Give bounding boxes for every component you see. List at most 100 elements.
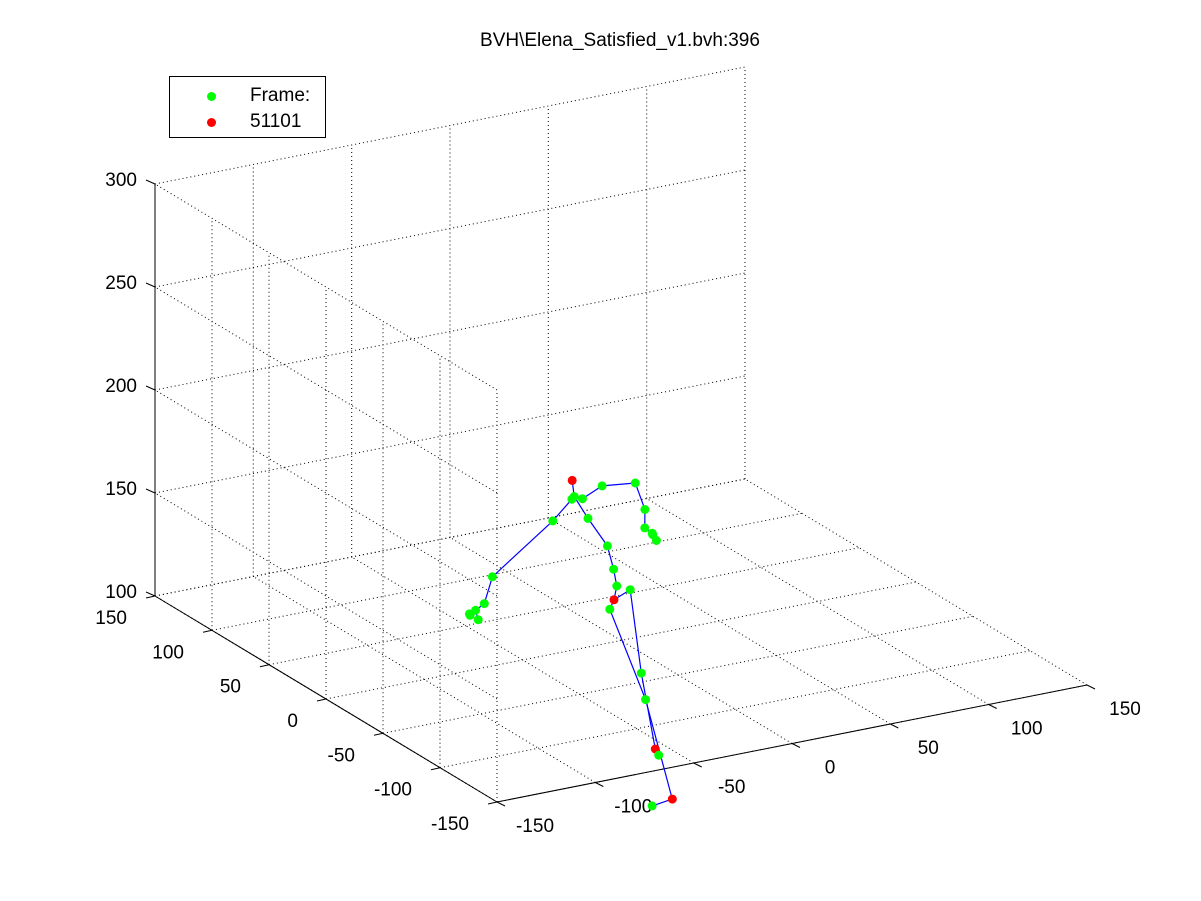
bone-r-knee-r-ankle bbox=[640, 672, 656, 750]
y-tick-label: 100 bbox=[152, 642, 184, 663]
joint-r-clavicle bbox=[597, 481, 607, 491]
y-tick-mark bbox=[316, 698, 327, 702]
legend-item-value: 51101 bbox=[170, 110, 325, 136]
joint-r-hip bbox=[625, 585, 635, 595]
joint-l-ankle bbox=[667, 794, 677, 804]
back-wall-gridline-z bbox=[154, 66, 746, 185]
bone-r-clavicle-r-shoulder bbox=[602, 482, 636, 487]
joint-hips bbox=[609, 595, 619, 605]
bone-r-shoulder-r-elbow bbox=[634, 482, 646, 510]
legend-label: 51101 bbox=[250, 111, 302, 132]
z-tick-mark bbox=[145, 385, 156, 391]
floor-gridline-y bbox=[325, 581, 917, 700]
tick-labels: -150 -100 -50 0 50 100 150 -150 -100 -50 0 50 100 150… bbox=[95, 170, 1141, 837]
bone-l-shoulder-l-elbow bbox=[491, 520, 554, 578]
bone-neck-l-l-shoulder bbox=[552, 498, 573, 522]
joint-l-hand-c bbox=[465, 610, 475, 620]
x-tick-label: -100 bbox=[614, 797, 652, 818]
joint-l-toe bbox=[647, 801, 657, 811]
joint-neck-r bbox=[577, 494, 587, 504]
joint-l-hip bbox=[605, 604, 615, 614]
joint-spine2 bbox=[602, 541, 612, 551]
y-tick-label: 0 bbox=[287, 711, 298, 732]
floor-gridline-x bbox=[646, 498, 989, 705]
x-tick-mark bbox=[595, 782, 604, 787]
joint-r-hand-c bbox=[651, 536, 661, 545]
floor-gridline-y bbox=[211, 512, 803, 631]
bone-l-hip-l-knee bbox=[609, 609, 647, 700]
floor-gridline-y bbox=[439, 650, 1031, 769]
joint-neck-l bbox=[567, 494, 577, 504]
joint-l-hand-d bbox=[473, 615, 483, 625]
chart-title: BVH\Elena_Satisfied_v1.bvh:396 bbox=[480, 30, 760, 51]
joint-l-knee bbox=[641, 695, 651, 705]
bone-r-hip-r-knee bbox=[629, 589, 642, 674]
x-tick-mark bbox=[496, 801, 506, 807]
side-wall-gridline-z bbox=[154, 389, 498, 597]
z-tick-mark bbox=[145, 591, 156, 597]
y-tick-label: 150 bbox=[95, 608, 127, 629]
floor-gridline-y bbox=[268, 547, 860, 666]
side-wall-gridline-z bbox=[154, 492, 498, 700]
z-tick-mark bbox=[145, 179, 156, 185]
x-tick-mark bbox=[693, 762, 702, 768]
back-wall-gridline-z bbox=[154, 272, 746, 391]
y-tick-mark bbox=[145, 595, 156, 599]
x-tick-mark bbox=[890, 723, 899, 729]
joint-r-knee bbox=[636, 668, 646, 678]
joint-r-shoulder bbox=[630, 478, 640, 488]
legend-label: Frame: bbox=[250, 85, 311, 106]
x-tick-label: -50 bbox=[718, 777, 745, 798]
y-tick-label: -100 bbox=[374, 780, 412, 801]
joint-spine0 bbox=[612, 581, 622, 591]
y-tick-mark bbox=[430, 767, 441, 771]
back-wall-gridline-z bbox=[154, 478, 746, 597]
y-tick-mark bbox=[373, 732, 384, 736]
side-wall-gridline-z bbox=[154, 286, 498, 494]
y-tick-label: -150 bbox=[431, 814, 469, 835]
legend-marker-green bbox=[207, 92, 216, 101]
x-tick-label: 0 bbox=[825, 758, 836, 779]
axis-layer bbox=[145, 179, 1096, 807]
x-tick-label: 150 bbox=[1109, 699, 1141, 720]
joint-l-wrist bbox=[479, 599, 489, 609]
y-tick-mark bbox=[487, 801, 498, 805]
skeleton-joints bbox=[464, 475, 677, 811]
y-tick-mark bbox=[259, 664, 270, 668]
joint-r-elbow bbox=[640, 505, 650, 514]
side-wall-gridline-z bbox=[154, 183, 498, 391]
z-tick-label: 100 bbox=[105, 582, 137, 603]
z-tick-mark bbox=[145, 488, 156, 494]
joint-l-elbow bbox=[487, 572, 497, 582]
grid-layer bbox=[154, 66, 1088, 803]
legend-item-frame: Frame: bbox=[170, 84, 325, 110]
joint-r-toe bbox=[654, 750, 664, 760]
joint-spine1 bbox=[609, 564, 619, 574]
legend-marker-red bbox=[207, 118, 216, 127]
x-tick-label: 50 bbox=[918, 738, 939, 759]
joint-chest bbox=[583, 513, 593, 523]
z-tick-label: 200 bbox=[105, 376, 137, 397]
y-tick-mark bbox=[202, 629, 213, 633]
back-wall-gridline-z bbox=[154, 375, 746, 494]
joint-l-shoulder bbox=[548, 516, 558, 526]
bone-l-elbow-l-wrist bbox=[483, 576, 493, 604]
bone-chest-spine2 bbox=[587, 518, 608, 547]
z-tick-label: 300 bbox=[105, 170, 137, 191]
joint-r-wrist bbox=[640, 523, 650, 533]
x-tick-mark bbox=[988, 704, 997, 709]
floor-gridline-x bbox=[744, 478, 1088, 686]
joint-head bbox=[567, 475, 577, 485]
y-tick-label: -50 bbox=[328, 745, 355, 766]
x-tick-label: -150 bbox=[516, 816, 554, 837]
x-tick-mark bbox=[791, 743, 801, 748]
x-tick-mark bbox=[1086, 684, 1096, 690]
z-tick-mark bbox=[145, 282, 156, 288]
legend: Frame: 51101 bbox=[169, 76, 326, 138]
y-tick-label: 50 bbox=[220, 677, 241, 698]
floor-gridline-y bbox=[382, 615, 974, 734]
back-wall-gridline-z bbox=[154, 169, 746, 288]
z-tick-label: 150 bbox=[105, 479, 137, 500]
